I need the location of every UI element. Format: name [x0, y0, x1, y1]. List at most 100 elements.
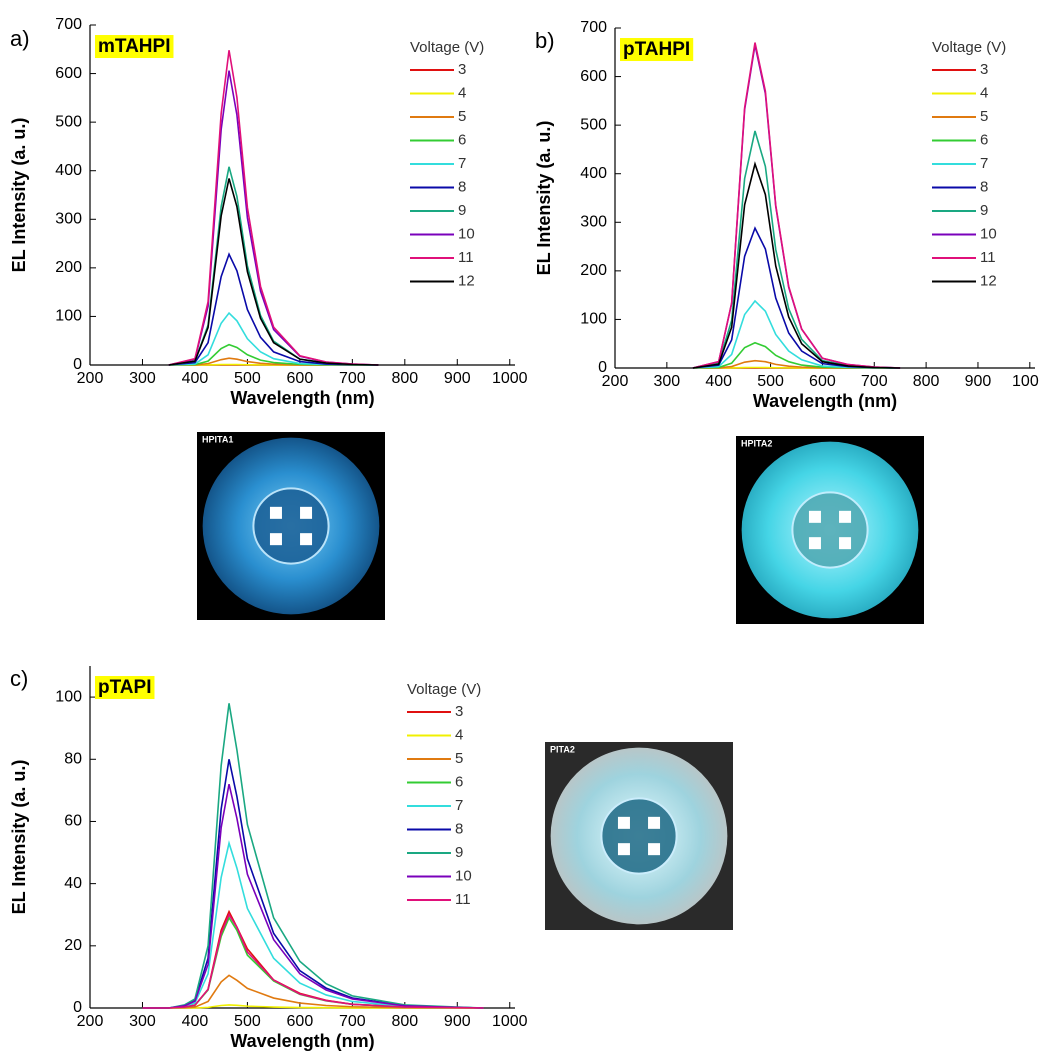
x-tick-label: 1000 [492, 1013, 528, 1030]
x-tick-label: 500 [234, 370, 261, 387]
spectrum-line [168, 178, 379, 366]
x-tick-label: 700 [339, 1013, 366, 1030]
spectrum-line [168, 50, 379, 366]
device-pixel [617, 816, 630, 829]
legend-label: 10 [455, 867, 472, 884]
legend-label: 7 [455, 797, 463, 814]
spectrum-line [692, 44, 901, 369]
legend-label: 4 [458, 84, 466, 101]
device-pixel [617, 843, 630, 856]
y-tick-label: 600 [580, 68, 607, 85]
chart-title: mTAHPI [98, 36, 170, 57]
spectrum-line [692, 42, 901, 369]
x-tick-label: 500 [757, 373, 784, 390]
spectrum-line [692, 161, 901, 369]
y-tick-label: 0 [73, 356, 82, 373]
y-tick-label: 500 [580, 116, 607, 133]
x-tick-label: 900 [965, 373, 992, 390]
y-tick-label: 0 [73, 999, 82, 1016]
device-pixel [808, 537, 821, 550]
x-axis-title: Wavelength (nm) [230, 1031, 374, 1051]
device-window [600, 797, 678, 875]
title-highlight [95, 676, 155, 700]
x-tick-label: 300 [129, 1013, 156, 1030]
y-tick-label: 40 [64, 875, 82, 892]
legend-label: 7 [458, 155, 466, 172]
x-axis-title: Wavelength (nm) [753, 391, 897, 411]
y-tick-label: 0 [598, 359, 607, 376]
title-highlight [95, 35, 174, 59]
x-tick-label: 400 [182, 1013, 209, 1030]
x-tick-label: 900 [444, 1013, 471, 1030]
x-tick-label: 300 [129, 370, 156, 387]
device-pixel [839, 510, 852, 523]
y-tick-label: 80 [64, 750, 82, 767]
panel-label: c) [10, 666, 28, 691]
panel-label: a) [10, 26, 30, 51]
y-tick-label: 100 [580, 311, 607, 328]
spectrum-line [142, 909, 484, 1009]
x-tick-label: 700 [339, 370, 366, 387]
chart-title: pTAHPI [623, 39, 690, 60]
device-pixel [300, 533, 313, 546]
legend-label: 5 [455, 750, 463, 767]
device-window [791, 491, 869, 569]
legend-label: 11 [455, 891, 471, 908]
spectrum-line [142, 759, 484, 1009]
legend-label: 3 [455, 703, 463, 720]
spectrum-line [142, 840, 484, 1009]
legend-label: 8 [458, 178, 466, 195]
y-axis-title: EL Intensity (a. u.) [534, 121, 554, 276]
y-tick-label: 600 [55, 65, 82, 82]
legend-label: 11 [980, 249, 996, 266]
spectrum-line [142, 703, 484, 1009]
y-tick-label: 700 [580, 19, 607, 36]
x-tick-label: 200 [602, 373, 629, 390]
legend-label: 12 [458, 272, 475, 289]
title-highlight [620, 38, 694, 62]
spectrum-line [142, 974, 484, 1009]
x-tick-label: 200 [77, 1013, 104, 1030]
spectrum-line [142, 783, 484, 1009]
x-tick-label: 600 [287, 370, 314, 387]
legend-label: 5 [458, 108, 466, 125]
y-tick-label: 20 [64, 937, 82, 954]
x-tick-label: 800 [391, 370, 418, 387]
y-axis-title: EL Intensity (a. u.) [9, 760, 29, 915]
x-tick-label: 600 [287, 1013, 314, 1030]
legend-label: 10 [980, 225, 997, 242]
spectrum-line [168, 70, 379, 366]
chart-title: pTAPI [98, 677, 151, 698]
y-tick-label: 200 [580, 262, 607, 279]
legend-title: Voltage (V) [410, 39, 484, 56]
y-tick-label: 300 [55, 211, 82, 228]
legend-label: 9 [458, 202, 466, 219]
y-tick-label: 400 [580, 165, 607, 182]
x-axis-title: Wavelength (nm) [230, 388, 374, 408]
spectrum-line [168, 252, 379, 366]
y-tick-label: 700 [55, 16, 82, 33]
device-window [252, 487, 330, 565]
legend-label: 12 [980, 272, 997, 289]
panel-label: b) [535, 28, 555, 53]
photo-label: PITA2 [550, 744, 575, 754]
y-tick-label: 100 [55, 688, 82, 705]
x-tick-label: 700 [861, 373, 888, 390]
x-tick-label: 400 [705, 373, 732, 390]
photo-label: HPITA2 [741, 438, 772, 448]
legend-label: 3 [980, 61, 988, 78]
x-tick-label: 1000 [1012, 373, 1039, 390]
legend-label: 11 [458, 249, 474, 266]
legend-label: 8 [980, 178, 988, 195]
device-pixel [269, 533, 282, 546]
device-pixel [648, 843, 661, 856]
x-tick-label: 500 [234, 1013, 261, 1030]
x-tick-label: 400 [182, 370, 209, 387]
legend-label: 6 [458, 131, 466, 148]
legend-label: 5 [980, 108, 988, 125]
device-pixel [808, 510, 821, 523]
y-tick-label: 400 [55, 162, 82, 179]
x-tick-label: 600 [809, 373, 836, 390]
legend-label: 6 [455, 773, 463, 790]
